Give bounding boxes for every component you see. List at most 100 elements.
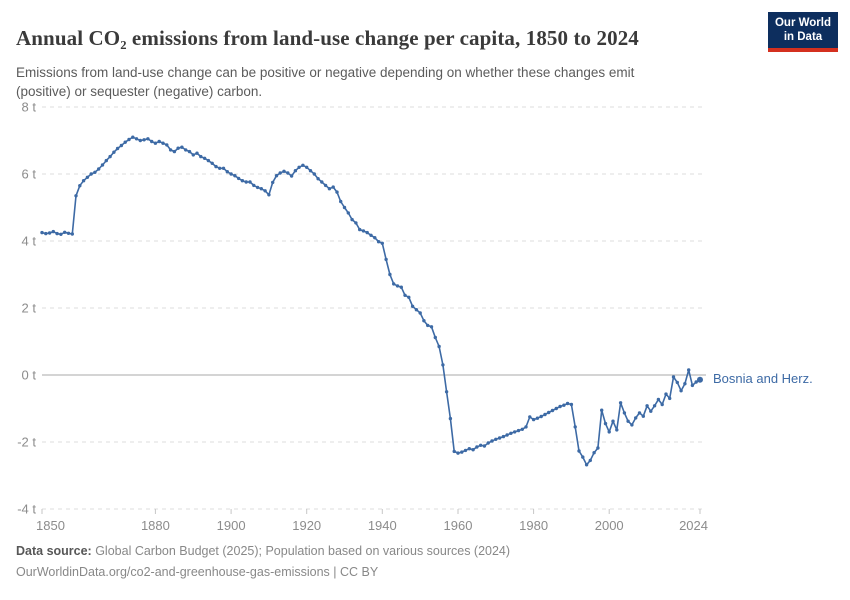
data-point xyxy=(138,138,142,143)
owid-logo-red-bar xyxy=(768,48,838,52)
owid-url-link[interactable]: OurWorldinData.org/co2-and-greenhouse-ga… xyxy=(16,565,330,580)
data-point xyxy=(40,230,44,235)
data-point xyxy=(210,161,214,165)
data-point xyxy=(365,230,369,235)
data-point xyxy=(115,146,120,151)
data-point xyxy=(668,396,672,401)
series-entity-label: Bosnia and Herz. xyxy=(713,371,813,386)
data-point xyxy=(346,211,350,215)
data-point xyxy=(153,141,158,145)
data-point xyxy=(679,389,683,393)
data-point xyxy=(486,441,490,445)
data-point xyxy=(410,304,415,308)
data-point xyxy=(664,392,668,396)
data-point xyxy=(108,154,112,159)
data-point xyxy=(131,135,135,139)
data-point xyxy=(225,170,229,174)
data-point xyxy=(161,141,165,145)
data-point xyxy=(301,163,305,167)
data-point xyxy=(47,231,52,235)
data-point xyxy=(176,146,180,150)
data-point xyxy=(441,363,445,367)
data-point xyxy=(494,437,498,441)
data-point xyxy=(97,167,101,171)
data-point xyxy=(271,180,275,185)
data-point xyxy=(475,445,479,449)
license-text: | CC BY xyxy=(329,565,379,580)
data-point xyxy=(376,240,381,244)
data-point xyxy=(513,430,517,434)
owid-logo: Our World in Data xyxy=(768,12,838,52)
data-source-text: Global Carbon Budget (2025); Population … xyxy=(91,544,511,558)
owid-logo-line2: in Data xyxy=(783,31,823,43)
data-point xyxy=(172,149,177,154)
data-point xyxy=(308,169,313,173)
data-point xyxy=(150,139,154,144)
data-point xyxy=(373,236,377,240)
data-point xyxy=(675,380,679,385)
x-tick-label: 2000 xyxy=(595,518,624,533)
data-point xyxy=(426,323,430,328)
data-point xyxy=(278,171,282,175)
y-tick-label: 6 t xyxy=(22,167,37,182)
data-point xyxy=(569,402,574,407)
data-point xyxy=(656,397,661,402)
data-point xyxy=(501,434,506,439)
data-point xyxy=(596,446,600,450)
data-point xyxy=(81,179,86,183)
data-point xyxy=(184,148,188,152)
data-point xyxy=(641,414,645,418)
data-point xyxy=(255,185,260,190)
data-point xyxy=(361,229,366,233)
data-point xyxy=(452,449,456,454)
y-tick-label: 4 t xyxy=(22,234,37,249)
data-point xyxy=(127,137,131,142)
data-point xyxy=(157,139,161,144)
data-point xyxy=(259,187,263,191)
data-point xyxy=(168,148,173,152)
data-point xyxy=(146,137,150,141)
data-point xyxy=(233,174,237,178)
x-tick-label: 2024 xyxy=(679,518,708,533)
data-point xyxy=(618,401,623,405)
data-point xyxy=(214,164,218,169)
data-point xyxy=(202,156,207,160)
x-tick-label: 1850 xyxy=(36,518,65,533)
data-point xyxy=(444,390,449,394)
data-point xyxy=(414,308,419,312)
data-point xyxy=(236,176,241,181)
data-point xyxy=(535,416,540,420)
data-point xyxy=(191,153,195,157)
data-point xyxy=(342,205,347,210)
data-point xyxy=(690,383,695,388)
data-point xyxy=(252,183,256,188)
data-point xyxy=(600,408,604,412)
data-point xyxy=(490,439,494,443)
data-point xyxy=(584,463,589,467)
data-point xyxy=(630,423,634,427)
data-point xyxy=(652,404,657,408)
data-point xyxy=(358,227,362,232)
data-point xyxy=(437,344,441,349)
data-point xyxy=(297,165,301,169)
data-line xyxy=(41,136,701,466)
data-point xyxy=(66,231,71,235)
owid-logo-line1: Our World xyxy=(774,16,831,29)
data-point xyxy=(74,194,78,198)
data-point xyxy=(622,411,627,415)
data-point xyxy=(142,138,146,142)
page-title: Annual CO₂ emissions from land-use chang… xyxy=(16,26,639,51)
data-point xyxy=(456,451,460,455)
data-point xyxy=(327,187,332,191)
data-point xyxy=(482,444,487,448)
y-tick-label: -2 t xyxy=(17,435,36,450)
data-point xyxy=(312,172,316,176)
data-point xyxy=(603,421,608,426)
x-tick-label: 1880 xyxy=(141,518,170,533)
data-point xyxy=(59,232,63,236)
data-point xyxy=(248,180,252,184)
data-point xyxy=(380,241,384,245)
end-data-point xyxy=(697,376,703,383)
